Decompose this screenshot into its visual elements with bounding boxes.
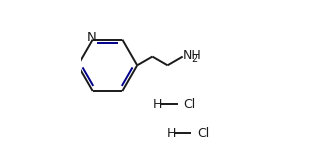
Text: Cl: Cl [197, 127, 209, 140]
Text: N: N [87, 31, 96, 44]
Text: NH: NH [183, 49, 202, 62]
Text: H: H [167, 127, 176, 140]
Text: 2: 2 [191, 54, 197, 64]
Text: H: H [153, 98, 162, 111]
Text: Cl: Cl [183, 98, 195, 111]
